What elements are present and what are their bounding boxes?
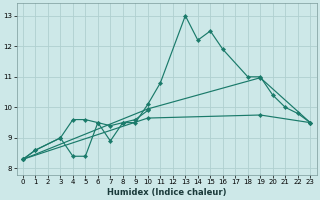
- X-axis label: Humidex (Indice chaleur): Humidex (Indice chaleur): [107, 188, 226, 197]
